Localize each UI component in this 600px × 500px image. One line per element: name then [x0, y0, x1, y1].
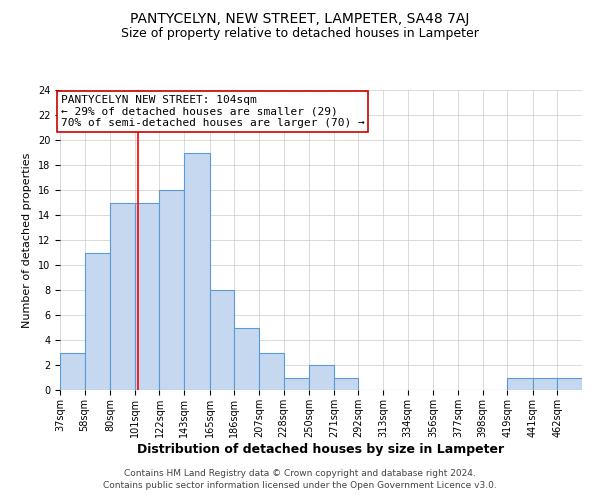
- Bar: [235, 328, 259, 390]
- Bar: [533, 378, 557, 390]
- Bar: [160, 190, 184, 390]
- Bar: [557, 378, 582, 390]
- Y-axis label: Number of detached properties: Number of detached properties: [22, 152, 32, 328]
- Text: Size of property relative to detached houses in Lampeter: Size of property relative to detached ho…: [121, 28, 479, 40]
- Bar: [60, 352, 85, 390]
- Bar: [110, 202, 135, 390]
- Text: PANTYCELYN NEW STREET: 104sqm
← 29% of detached houses are smaller (29)
70% of s: PANTYCELYN NEW STREET: 104sqm ← 29% of d…: [61, 95, 364, 128]
- Bar: [184, 152, 210, 390]
- Text: Contains HM Land Registry data © Crown copyright and database right 2024.: Contains HM Land Registry data © Crown c…: [124, 468, 476, 477]
- Bar: [85, 252, 110, 390]
- Bar: [259, 352, 284, 390]
- Bar: [135, 202, 160, 390]
- Bar: [507, 378, 533, 390]
- Bar: [334, 378, 358, 390]
- Text: PANTYCELYN, NEW STREET, LAMPETER, SA48 7AJ: PANTYCELYN, NEW STREET, LAMPETER, SA48 7…: [130, 12, 470, 26]
- Text: Contains public sector information licensed under the Open Government Licence v3: Contains public sector information licen…: [103, 481, 497, 490]
- Bar: [210, 290, 235, 390]
- Bar: [284, 378, 309, 390]
- Text: Distribution of detached houses by size in Lampeter: Distribution of detached houses by size …: [137, 442, 505, 456]
- Bar: [309, 365, 334, 390]
